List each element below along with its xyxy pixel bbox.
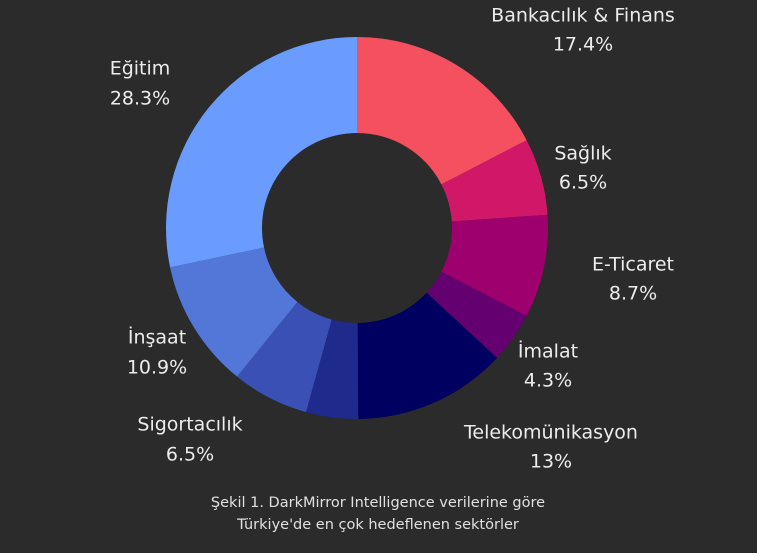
slice-label: E-Ticaret	[592, 254, 674, 276]
slice-label: Telekomünikasyon	[463, 422, 638, 444]
slice-label: Eğitim	[110, 58, 171, 80]
value-label: 6.5%	[559, 172, 607, 194]
slice	[237, 301, 332, 413]
chart: Bankacılık & Finans 17.4% Sağlık 6.5% E-Tica…	[110, 5, 675, 473]
slice-label: Bankacılık & Finans	[491, 5, 675, 27]
slice	[306, 319, 359, 419]
slice	[166, 37, 357, 268]
slice-label: İnşaat	[128, 326, 186, 349]
value-label: 8.7%	[609, 283, 657, 305]
caption: Şekil 1. DarkMirror Intelligence veriler…	[210, 495, 546, 533]
value-label: 6.5%	[166, 444, 214, 466]
slice	[357, 292, 498, 419]
slice	[357, 37, 527, 185]
slice	[426, 271, 527, 358]
slice-label: Sağlık	[554, 143, 611, 165]
slice	[441, 214, 549, 316]
value-label: 4.3%	[524, 370, 572, 392]
value-label: 13%	[530, 451, 572, 473]
slice-label: İmalat	[518, 340, 578, 363]
slice-label: Sigortacılık	[137, 414, 242, 436]
slice	[170, 247, 298, 377]
value-label: 28.3%	[110, 88, 170, 110]
value-label: 17.4%	[553, 34, 613, 56]
slice	[441, 140, 548, 222]
value-label: 10.9%	[127, 357, 187, 379]
